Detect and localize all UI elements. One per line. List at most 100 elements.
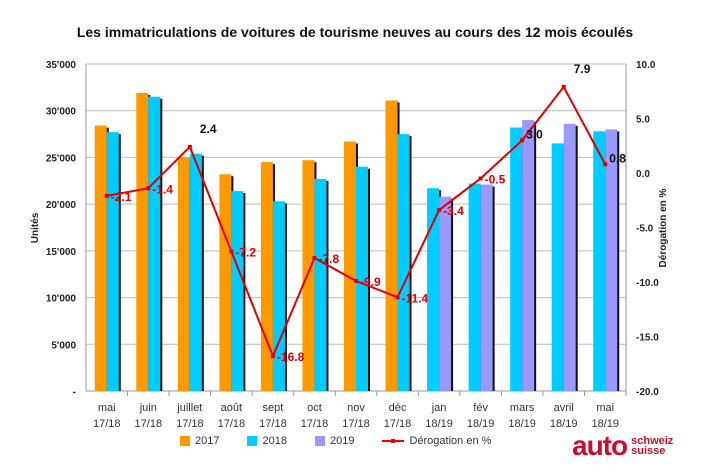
- derogation-point: [229, 249, 234, 254]
- x-tick-label: oct: [307, 402, 322, 414]
- bar-2017: [177, 157, 190, 391]
- derogation-label: -9.9: [360, 275, 381, 289]
- derogation-point: [104, 193, 109, 198]
- derogation-label: -7.8: [318, 252, 339, 266]
- x-tick-label: août: [221, 402, 242, 414]
- x-tick-label: 18/19: [508, 418, 536, 430]
- y-tick-label: 25'000: [46, 153, 77, 164]
- derogation-label: -11.4: [402, 291, 429, 305]
- y-tick-label: 20'000: [46, 200, 77, 211]
- y2-tick-label: 5.0: [636, 115, 650, 126]
- legend-derogation: Dérogation en %: [382, 435, 491, 447]
- derogation-label: 3.0: [526, 127, 543, 141]
- derogation-point: [270, 354, 275, 359]
- x-tick-label: 18/19: [591, 418, 619, 430]
- derogation-label: -1.4: [152, 182, 173, 196]
- derogation-label: 2.4: [200, 122, 217, 136]
- y-tick-label: 30'000: [46, 107, 77, 118]
- y2-tick-label: -10.0: [636, 278, 659, 289]
- derogation-point: [395, 295, 400, 300]
- y2-axis-label: Dérogation en %: [658, 188, 669, 267]
- y-tick-label: 5'000: [51, 340, 76, 351]
- derogation-label: -7.2: [235, 245, 256, 259]
- x-tick-label: 18/19: [550, 418, 578, 430]
- x-tick-label: fév: [473, 402, 488, 414]
- y2-tick-label: 0.0: [636, 169, 650, 180]
- x-tick-label: 17/18: [93, 418, 121, 430]
- bar-2018: [314, 178, 327, 391]
- derogation-point: [187, 144, 192, 149]
- bar-2019: [522, 120, 535, 392]
- x-tick-label: nov: [347, 402, 365, 414]
- bar-2018: [189, 153, 202, 391]
- derogation-point: [603, 162, 608, 167]
- x-tick-label: 18/19: [425, 418, 453, 430]
- x-tick-label: déc: [389, 402, 407, 414]
- bar-2018: [468, 183, 481, 391]
- derogation-point: [146, 186, 151, 191]
- x-tick-label: 18/19: [467, 418, 495, 430]
- bar-2018: [397, 134, 410, 392]
- bar-2018: [427, 188, 440, 391]
- derogation-point: [437, 208, 442, 213]
- bar-2017: [302, 160, 315, 391]
- derogation-point: [354, 278, 358, 283]
- x-tick-label: mars: [510, 402, 535, 414]
- x-tick-label: sept: [263, 402, 284, 414]
- x-tick-label: 17/18: [259, 418, 287, 430]
- y2-tick-label: 10.0: [636, 60, 656, 71]
- x-tick-label: juillet: [176, 402, 202, 414]
- derogation-point: [312, 256, 317, 261]
- bar-2017: [385, 100, 398, 392]
- y-tick-label: 15'000: [46, 247, 77, 258]
- derogation-point: [478, 176, 483, 181]
- x-tick-label: 17/18: [384, 418, 412, 430]
- y-axis-label: Unités: [30, 212, 41, 243]
- derogation-point: [561, 84, 566, 89]
- bar-2018: [593, 131, 606, 392]
- x-tick-label: juin: [139, 402, 157, 414]
- legend-2019: 2019: [314, 435, 354, 447]
- bar-2019: [563, 123, 576, 392]
- bar-2018: [231, 191, 244, 391]
- bar-2018: [356, 166, 368, 391]
- x-tick-label: 17/18: [135, 418, 163, 430]
- x-tick-label: avril: [554, 402, 574, 414]
- y-tick-label: 10'000: [46, 294, 77, 305]
- derogation-point: [520, 138, 525, 143]
- derogation-label: 7.9: [574, 62, 591, 76]
- auto-schweiz-logo: auto schweiz suisse: [572, 430, 674, 461]
- legend-2017: 2017: [180, 435, 219, 447]
- y2-tick-label: -15.0: [636, 333, 659, 344]
- derogation-label: -16.8: [277, 350, 305, 364]
- derogation-label: -2.1: [111, 190, 132, 204]
- bar-2018: [106, 132, 119, 391]
- y2-tick-label: -20.0: [636, 387, 659, 398]
- bar-2018: [272, 201, 285, 391]
- x-tick-label: 17/18: [301, 418, 329, 430]
- x-tick-label: jan: [431, 402, 447, 414]
- x-tick-label: mai: [596, 402, 614, 414]
- bar-2019: [439, 196, 452, 391]
- x-tick-label: 17/18: [342, 418, 370, 430]
- derogation-label: -0.5: [485, 172, 506, 186]
- y-tick-label: -: [73, 387, 76, 398]
- legend-2018: 2018: [247, 435, 287, 447]
- bar-2017: [136, 92, 149, 391]
- bar-2017: [219, 174, 232, 391]
- x-tick-label: 17/18: [218, 418, 246, 430]
- bar-2017: [94, 125, 107, 392]
- chart-title: Les immatriculations de voitures de tour…: [76, 24, 634, 40]
- derogation-label: 0.8: [609, 151, 626, 165]
- y-tick-label: 35'000: [46, 60, 77, 71]
- y2-tick-label: -5.0: [636, 224, 654, 235]
- bar-2018: [551, 143, 564, 391]
- legend: 2017 2018 2019 Dérogation en %: [180, 435, 491, 447]
- bar-2018: [148, 96, 161, 391]
- bar-2017: [344, 141, 356, 391]
- bar-2019: [605, 129, 618, 391]
- derogation-label: -3.4: [443, 204, 464, 218]
- x-tick-label: 17/18: [176, 418, 204, 430]
